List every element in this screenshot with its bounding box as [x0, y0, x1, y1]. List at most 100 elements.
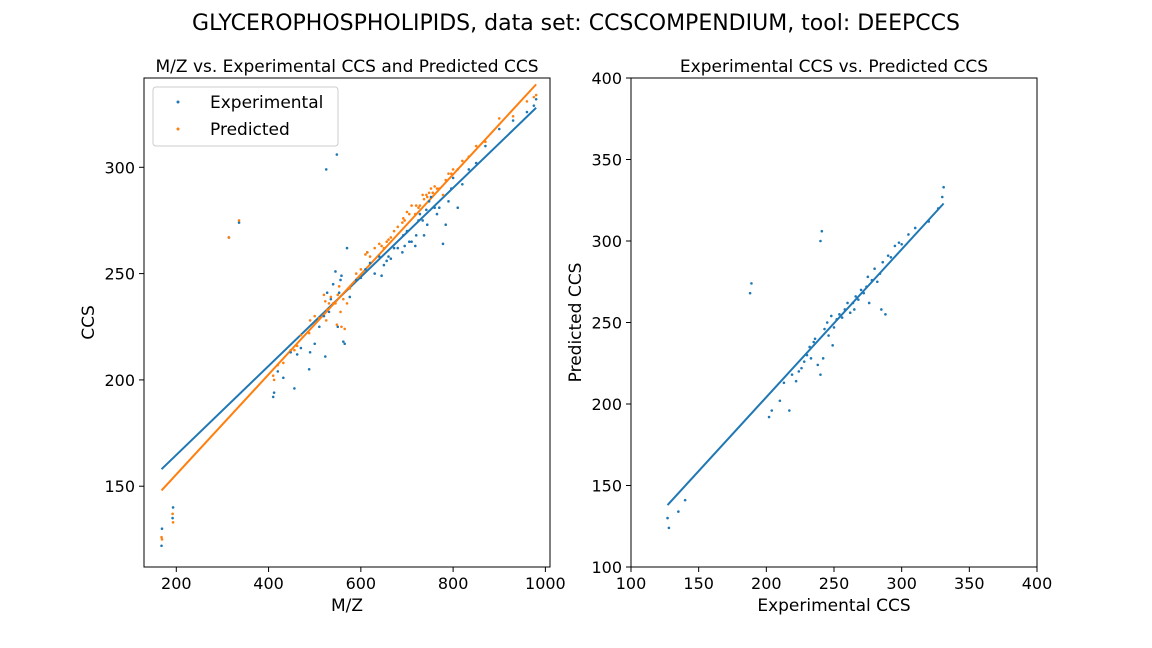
data-point: [425, 195, 429, 199]
data-point: [511, 114, 515, 118]
data-point: [410, 204, 413, 207]
data-point: [456, 168, 460, 171]
data-point: [160, 544, 163, 548]
x-tick-label: 1000: [525, 574, 566, 593]
data-point: [474, 161, 478, 165]
data-point: [331, 302, 335, 305]
y-tick-label: 350: [591, 151, 622, 170]
data-point: [431, 191, 435, 195]
data-point: [848, 311, 852, 315]
data-point: [307, 331, 311, 335]
data-point: [532, 95, 536, 99]
data-point: [401, 217, 405, 220]
data-point: [364, 253, 367, 256]
data-point: [778, 399, 782, 403]
data-point: [809, 357, 813, 360]
data-point: [437, 206, 441, 209]
data-point: [881, 260, 885, 264]
data-point: [282, 376, 285, 380]
data-point: [461, 183, 464, 186]
data-point: [396, 225, 400, 229]
x-tick-label: 800: [438, 574, 469, 593]
data-point: [790, 373, 794, 376]
data-point: [299, 346, 303, 350]
x-tick-label: 400: [1022, 574, 1053, 593]
x-tick-label: 300: [886, 574, 917, 593]
y-tick-label: 100: [591, 558, 622, 577]
data-point: [866, 275, 870, 279]
data-point: [414, 204, 418, 207]
data-point: [401, 221, 404, 224]
data-point: [936, 207, 940, 210]
data-point: [276, 363, 280, 367]
x-tick-label: 600: [346, 574, 377, 593]
data-point: [767, 415, 771, 419]
data-point: [831, 344, 834, 347]
data-point: [382, 263, 386, 267]
data-point: [451, 176, 455, 180]
fit-line-1: [160, 83, 537, 492]
data-point: [441, 242, 445, 246]
data-point: [484, 140, 487, 144]
data-point: [748, 291, 752, 295]
data-point: [819, 239, 822, 243]
data-point: [677, 510, 680, 513]
data-point: [327, 310, 331, 314]
data-point: [433, 206, 436, 209]
legend-marker: [176, 100, 180, 104]
data-point: [838, 313, 841, 316]
data-point: [417, 206, 420, 209]
data-point: [160, 527, 164, 531]
chart-title: Experimental CCS vs. Predicted CCS: [680, 57, 988, 77]
data-point: [867, 301, 871, 305]
data-point: [373, 272, 376, 275]
data-point: [870, 278, 874, 282]
data-point: [336, 325, 340, 329]
x-tick-label: 200: [751, 574, 782, 593]
data-point: [534, 97, 538, 101]
data-point: [368, 261, 372, 265]
data-point: [456, 206, 460, 209]
legend-label: Experimental: [210, 93, 323, 113]
data-point: [532, 104, 536, 107]
data-point: [340, 325, 343, 329]
data-point: [389, 236, 393, 239]
data-point: [354, 278, 358, 282]
data-point: [289, 348, 293, 352]
data-point: [417, 219, 420, 222]
data-point: [897, 241, 901, 244]
data-point: [295, 344, 299, 348]
figure-suptitle: GLYCEROPHOSPHOLIPIDS, data set: CCSCOMPE…: [192, 11, 960, 36]
data-point: [451, 168, 455, 171]
chart-experimental-vs-predicted: Experimental CCS vs. Predicted CCS 100 150…: [566, 57, 1052, 616]
data-point: [271, 374, 275, 377]
data-point: [410, 240, 413, 244]
data-point: [437, 187, 441, 190]
data-point: [447, 172, 450, 175]
y-tick-label: 400: [591, 69, 622, 88]
data-point: [832, 326, 836, 329]
data-point: [322, 293, 326, 297]
data-point: [484, 144, 487, 148]
data-point: [237, 219, 241, 222]
data-point: [886, 254, 890, 257]
chart-mz-vs-ccs: M/Z vs. Experimental CCS and Predicted C…: [79, 57, 566, 616]
data-point: [329, 295, 333, 299]
data-point: [322, 314, 326, 318]
data-point: [840, 316, 844, 319]
data-point: [862, 291, 866, 295]
data-point: [334, 270, 337, 273]
data-point: [865, 285, 868, 288]
data-point: [878, 272, 882, 275]
data-point: [843, 308, 847, 311]
data-point: [433, 185, 436, 188]
data-point: [425, 223, 429, 226]
data-point: [380, 244, 383, 248]
data-point: [447, 200, 450, 203]
data-point: [403, 219, 406, 222]
data-point: [318, 316, 321, 320]
data-point: [329, 297, 333, 301]
data-point: [331, 282, 335, 286]
data-point: [880, 308, 883, 311]
data-point: [497, 117, 501, 120]
